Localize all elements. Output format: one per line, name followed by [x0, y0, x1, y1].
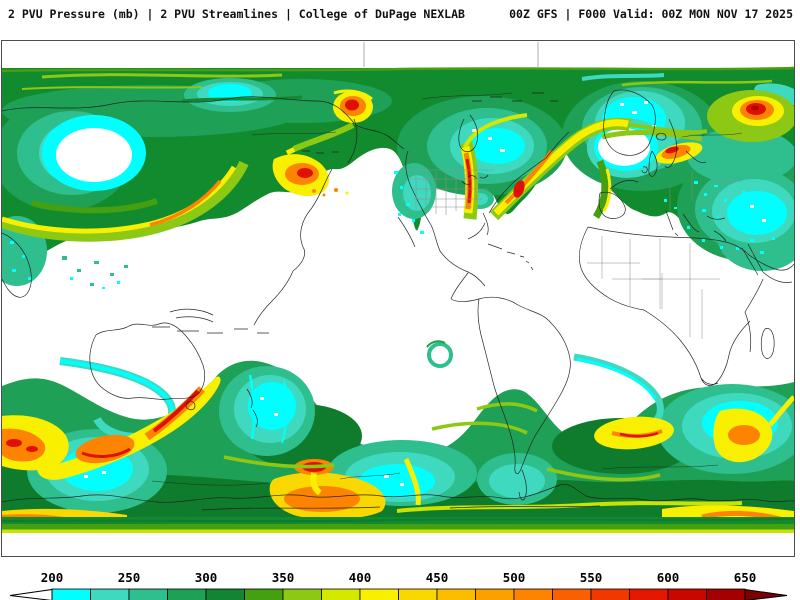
colorbar-segment	[359, 588, 399, 600]
colorbar-under-arrow	[9, 588, 53, 600]
tropics-details	[62, 256, 453, 368]
colorbar-tick-label: 250	[118, 570, 141, 585]
us-state-borders	[406, 169, 494, 215]
colorbar-segment	[513, 588, 553, 600]
tropical-vortex-ring	[427, 342, 453, 368]
streamlines	[151, 92, 743, 486]
colorbar-segment	[475, 588, 515, 600]
colorbar-segment	[205, 588, 245, 600]
coastlines	[2, 89, 794, 475]
colorbar-tick-label: 500	[503, 570, 526, 585]
colorbar-tick-label: 550	[580, 570, 603, 585]
colorbar-tick-label: 600	[657, 570, 680, 585]
map-artifact-lines	[363, 42, 539, 67]
model-valid-time: 00Z GFS | F000 Valid: 00Z MON NOV 17 202…	[509, 7, 793, 21]
nh-jet-filaments	[2, 89, 794, 242]
colorbar-segment	[321, 588, 361, 600]
colorbar-segment	[667, 588, 707, 600]
colorbar-tick-label: 300	[195, 570, 218, 585]
colorbar-segment	[552, 588, 592, 600]
colorbar-segment	[590, 588, 630, 600]
colorbar-segment	[282, 588, 322, 600]
pvu-pressure-map	[2, 42, 794, 533]
colorbar-segment	[244, 588, 284, 600]
colorbar-segment	[629, 588, 669, 600]
colorbar-segment	[167, 588, 207, 600]
colorbar-segment	[706, 588, 746, 600]
antarctic-ring-bands	[2, 517, 794, 533]
antarctica-coastline	[2, 469, 794, 511]
colorbar-svg: 200 250 300 350 400 450 500 550 600 650	[9, 570, 788, 600]
colorbar-segment	[436, 588, 476, 600]
colorbar-tick-label: 650	[734, 570, 757, 585]
colorbar-tick-label: 200	[41, 570, 64, 585]
colorbar-segment	[90, 588, 130, 600]
colorbar-segment	[398, 588, 438, 600]
sh-jet-filaments	[2, 376, 794, 530]
country-borders	[587, 171, 760, 339]
colorbar-segment	[51, 588, 91, 600]
nh-pv-band	[2, 66, 794, 286]
colorbar-tick-label: 400	[349, 570, 372, 585]
colorbar-tick-label: 350	[272, 570, 295, 585]
colorbar-tick-label: 450	[426, 570, 449, 585]
colorbar-over-arrow	[744, 588, 788, 600]
map-frame	[1, 40, 795, 557]
colorbar-segment	[128, 588, 168, 600]
product-title: 2 PVU Pressure (mb) | 2 PVU Streamlines …	[8, 7, 465, 21]
